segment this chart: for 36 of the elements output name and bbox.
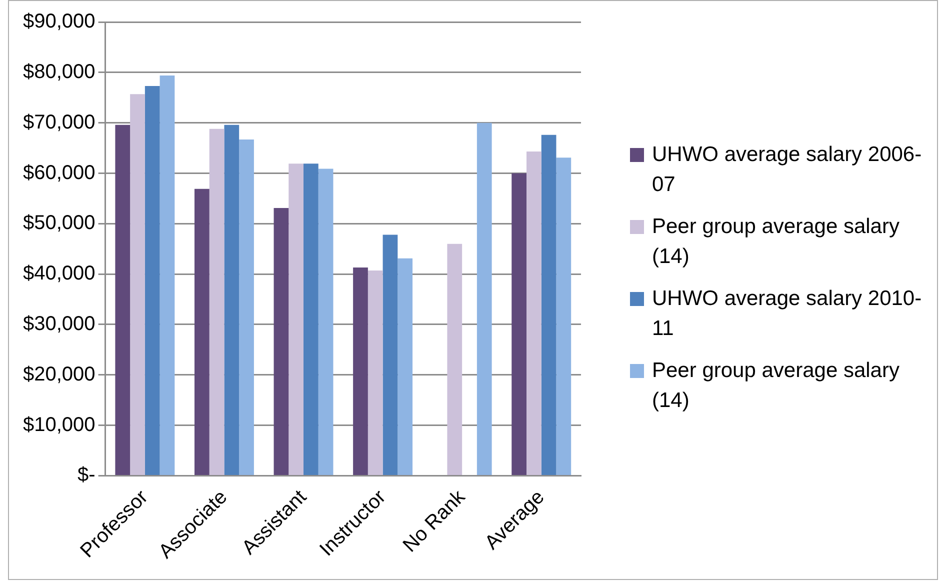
bar xyxy=(194,188,210,475)
y-tick-label: $30,000 xyxy=(23,312,96,335)
legend-label: UHWO average salary 2006-07 xyxy=(652,142,923,198)
bar xyxy=(274,208,289,475)
y-tick-label: $70,000 xyxy=(23,111,96,134)
legend-label: UHWO average salary 2010-11 xyxy=(652,286,923,342)
y-tick-label: $- xyxy=(78,464,96,486)
bar xyxy=(288,164,304,475)
bar xyxy=(115,124,130,475)
bar xyxy=(224,124,240,475)
y-tick-label: $10,000 xyxy=(23,414,96,436)
bar xyxy=(209,128,224,475)
bar xyxy=(318,168,334,475)
y-tick-label: $60,000 xyxy=(23,162,96,184)
bar xyxy=(144,86,160,475)
bar xyxy=(239,139,254,475)
bar xyxy=(368,270,383,475)
bar xyxy=(382,234,398,475)
bar xyxy=(526,152,542,475)
y-tick-label: $80,000 xyxy=(23,60,96,83)
y-tick-label: $40,000 xyxy=(23,262,96,285)
legend-label: Peer group average salary (14) xyxy=(652,358,900,414)
bar xyxy=(556,158,572,475)
bar xyxy=(160,75,175,475)
bar xyxy=(353,268,368,475)
bar xyxy=(512,173,526,475)
bar xyxy=(476,122,492,475)
legend-label: Peer group average salary (14) xyxy=(652,214,900,270)
bar xyxy=(130,94,145,475)
bar xyxy=(398,258,413,475)
y-tick-label: $20,000 xyxy=(23,363,96,386)
bar xyxy=(304,164,318,475)
bar xyxy=(541,134,556,475)
y-tick-label: $50,000 xyxy=(23,212,96,234)
y-tick-label: $90,000 xyxy=(23,10,96,33)
bar xyxy=(447,244,462,475)
